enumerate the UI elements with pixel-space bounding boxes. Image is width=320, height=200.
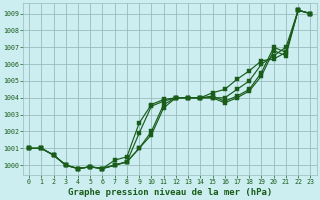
X-axis label: Graphe pression niveau de la mer (hPa): Graphe pression niveau de la mer (hPa) bbox=[68, 188, 272, 197]
